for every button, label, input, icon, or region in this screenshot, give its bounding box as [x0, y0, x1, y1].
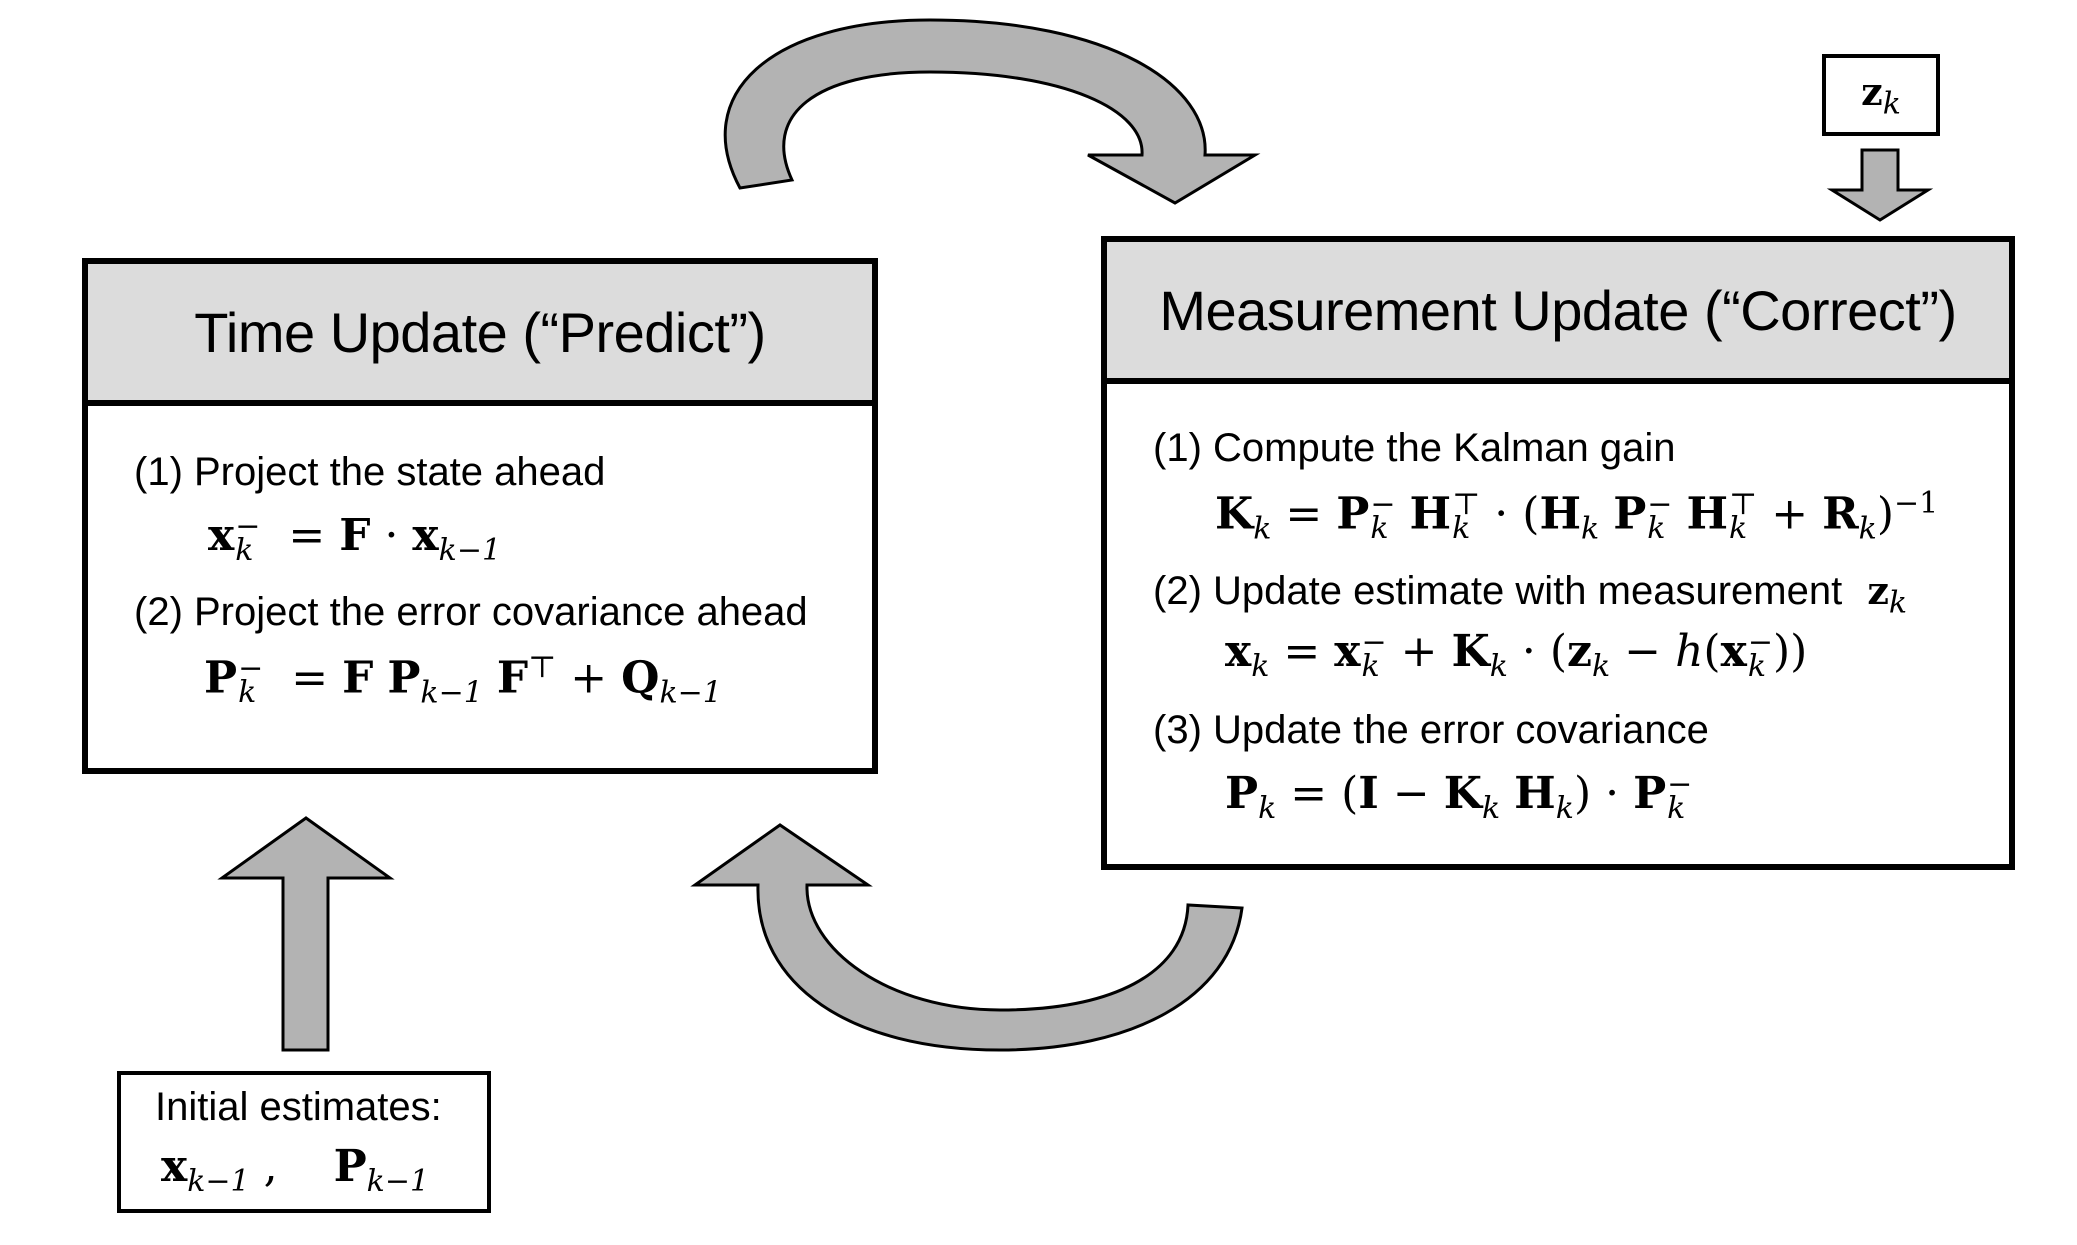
- correct-to-predict-arrow: [690, 823, 1244, 1052]
- measurement-step-3-label: (3) Update the error covariance: [1153, 708, 1709, 752]
- measurement-input-box: zk: [1822, 54, 1940, 136]
- initial-estimates-box: Initial estimates: xk−1 , Pk−1: [117, 1071, 491, 1213]
- measurement-step-2-label: (2) Update estimate with measurement zk: [1153, 568, 1908, 621]
- time-update-header: Time Update (“Predict”): [88, 264, 872, 406]
- state-projection-equation: x − k = F · xk−1: [208, 508, 502, 568]
- measurement-update-title: Measurement Update (“Correct”): [1159, 278, 1957, 342]
- time-update-title: Time Update (“Predict”): [194, 300, 766, 364]
- initial-up-arrow: [217, 816, 395, 1052]
- covariance-update-equation: Pk = (I − Kk Hk) · P − k: [1225, 766, 1693, 826]
- measurement-step-1-label: (1) Compute the Kalman gain: [1153, 426, 1676, 470]
- measurement-input-symbol: z: [1861, 68, 1883, 114]
- time-step-2-label: (2) Project the error covariance ahead: [134, 590, 808, 634]
- time-update-box: Time Update (“Predict”) (1) Project the …: [82, 258, 878, 774]
- measurement-update-box: Measurement Update (“Correct”) (1) Compu…: [1101, 236, 2015, 870]
- measurement-down-arrow: [1826, 148, 1934, 222]
- initial-estimates-label: Initial estimates:: [155, 1085, 442, 1129]
- predict-to-correct-arrow: [723, 18, 1261, 205]
- measurement-step-2-text: (2) Update estimate with measurement: [1153, 569, 1843, 613]
- measurement-update-header: Measurement Update (“Correct”): [1107, 242, 2009, 384]
- initial-estimates-values: xk−1 , Pk−1: [161, 1141, 430, 1199]
- time-step-1-label: (1) Project the state ahead: [134, 450, 606, 494]
- kalman-gain-equation: Kk = P − k H ⊤ k · (Hk P − k H ⊤ k + Rk)−1: [1215, 486, 1939, 547]
- covariance-projection-equation: P − k = F Pk−1 F⊤ + Qk−1: [204, 650, 722, 711]
- state-update-equation: xk = x − k + Kk · (zk − h(x − k)): [1225, 624, 1808, 684]
